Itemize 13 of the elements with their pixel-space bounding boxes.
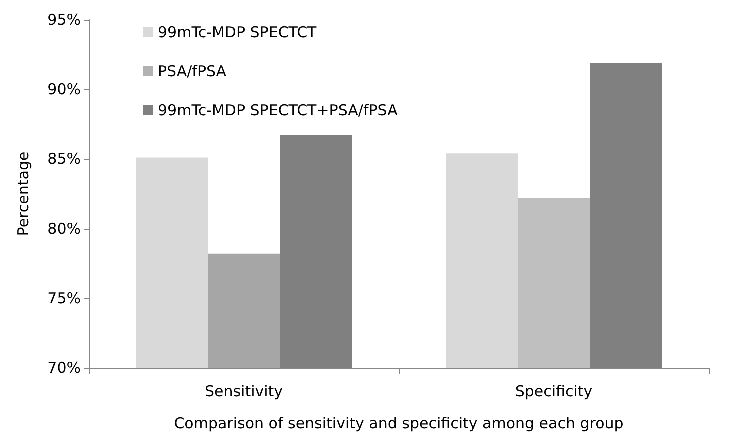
x-axis-title: Comparison of sensitivity and specificity among each group bbox=[174, 414, 624, 432]
y-axis-title: Percentage bbox=[14, 152, 32, 236]
y-tick-label: 95% bbox=[48, 11, 81, 29]
y-tick-label: 80% bbox=[48, 220, 81, 238]
x-tick-label: Specificity bbox=[515, 382, 593, 400]
y-tick-label: 85% bbox=[48, 150, 81, 168]
legend-label: PSA/fPSA bbox=[158, 62, 228, 80]
y-tick-label: 75% bbox=[48, 289, 81, 308]
legend-label: 99mTc-MDP SPECTCT bbox=[158, 24, 318, 42]
y-tick-label: 70% bbox=[48, 359, 81, 377]
legend-label: 99mTc-MDP SPECTCT+PSA/fPSA bbox=[158, 102, 399, 120]
y-tick-label: 90% bbox=[48, 80, 81, 99]
x-tick-label: Sensitivity bbox=[204, 382, 284, 400]
